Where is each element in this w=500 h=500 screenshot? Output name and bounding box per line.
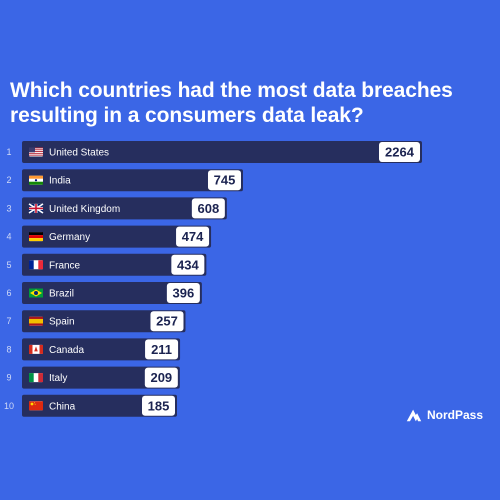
value-label: 211 (151, 342, 172, 357)
country-label: Brazil (49, 289, 74, 300)
flag-de-icon (29, 232, 43, 242)
value-box (142, 395, 175, 416)
bar-row: 8 Canada 211 (6, 338, 181, 361)
country-label: France (49, 260, 81, 271)
value-box (145, 339, 179, 360)
value-box (171, 254, 205, 275)
brand-name: NordPass (427, 408, 484, 422)
rank-label: 10 (4, 401, 14, 411)
bar (22, 310, 186, 333)
value-label: 209 (150, 370, 172, 385)
flag-fr-icon (29, 260, 43, 270)
bar (22, 394, 177, 417)
rank-label: 4 (6, 232, 11, 242)
value-box (379, 142, 420, 162)
nordpass-mountain-icon (406, 409, 422, 422)
value-label: 396 (173, 286, 195, 301)
value-box (191, 198, 225, 219)
flag-in-icon (29, 175, 43, 185)
country-label: United Kingdom (49, 204, 120, 215)
brand: NordPass (405, 406, 483, 424)
value-box (176, 226, 210, 247)
country-label: Canada (49, 345, 84, 356)
rank-label: 1 (6, 147, 11, 157)
chart-title: Which countries had the most data breach… (10, 79, 453, 127)
flag-ca-icon (29, 344, 43, 354)
flag-gb-icon (28, 203, 44, 214)
rank-label: 3 (6, 203, 11, 213)
country-label: Italy (49, 373, 67, 384)
bar-row: 10 China 185 (4, 394, 177, 417)
value-label: 608 (197, 201, 219, 216)
bar (22, 338, 181, 361)
bar (22, 253, 207, 276)
bar-row: 6 Brazil 396 (6, 282, 202, 304)
rank-label: 8 (6, 344, 11, 354)
bar (22, 366, 180, 389)
rank-label: 5 (6, 260, 11, 270)
flag-cn-icon (29, 401, 43, 411)
rank-label: 7 (6, 316, 11, 326)
bar (22, 197, 227, 220)
rank-label: 9 (6, 373, 11, 383)
value-box (144, 367, 178, 388)
bar (22, 282, 202, 304)
country-label: India (49, 176, 71, 187)
value-box (166, 283, 200, 303)
bar (22, 169, 243, 192)
rank-label: 2 (6, 175, 11, 185)
value-label: 434 (177, 257, 199, 272)
value-label: 2264 (385, 145, 415, 160)
value-label: 745 (214, 173, 236, 188)
value-label: 257 (156, 314, 178, 329)
flag-br-icon (29, 288, 43, 298)
bar-row: 9 Italy 209 (6, 366, 180, 389)
flag-it-icon (29, 373, 43, 383)
bar-row: 7 Spain 257 (6, 310, 186, 333)
country-label: China (49, 401, 76, 412)
flag-us-icon (29, 147, 43, 157)
bar-row: 1 United States 2264 (6, 141, 422, 163)
bar (22, 141, 422, 163)
country-label: United States (49, 148, 109, 159)
bar-row: 5 France 434 (6, 253, 207, 276)
country-label: Spain (49, 317, 75, 328)
value-box (150, 311, 184, 332)
value-label: 474 (182, 229, 204, 244)
bar (22, 225, 212, 248)
bar-row: 4 Germany 474 (6, 225, 212, 248)
bar-row: 3 United Kingdom 608 (6, 197, 227, 220)
bar-row: 2 India 745 (6, 169, 243, 192)
value-label: 185 (148, 398, 170, 413)
country-label: Germany (49, 232, 90, 243)
value-box (207, 170, 241, 191)
rank-label: 6 (6, 288, 11, 298)
flag-es-icon (29, 316, 43, 326)
